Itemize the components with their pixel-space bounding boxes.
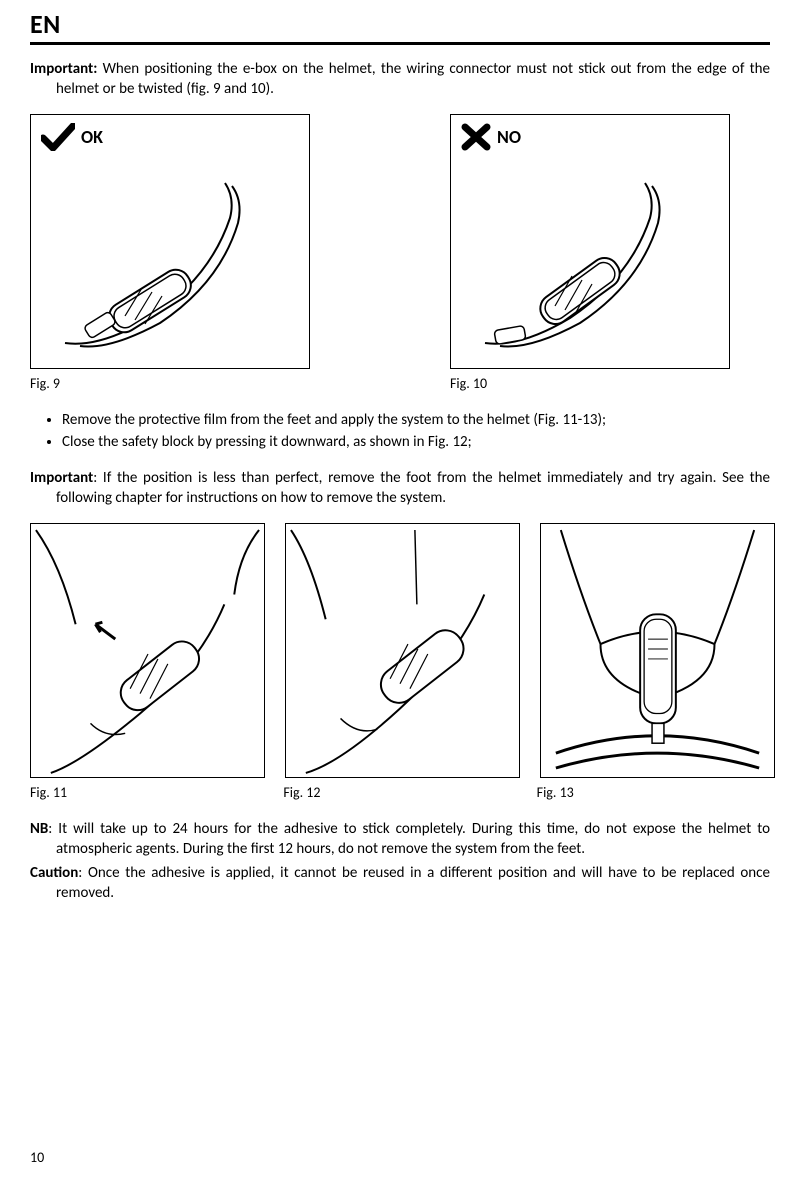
language-header: EN <box>30 8 770 45</box>
figure-row-mid <box>30 523 770 778</box>
ok-badge: OK <box>31 115 113 159</box>
caption-fig-12: Fig. 12 <box>283 784 516 801</box>
page-number: 10 <box>30 1149 44 1166</box>
figure-11-box <box>30 523 265 778</box>
figure-11-sketch <box>31 524 264 779</box>
paragraph-important-1: Important: When positioning the e-box on… <box>30 59 770 100</box>
text-caution: : Once the adhesive is applied, it canno… <box>56 864 770 902</box>
no-label: NO <box>497 126 521 148</box>
bold-important-2: Important <box>30 469 93 487</box>
figure-12-sketch <box>286 524 519 779</box>
no-badge: NO <box>451 115 531 159</box>
paragraph-nb: NB: It will take up to 24 hours for the … <box>30 819 770 860</box>
figure-caption-row-top: Fig. 9 Fig. 10 <box>30 375 770 392</box>
figure-10-box: NO <box>450 114 730 369</box>
paragraph-important-2: Important: If the position is less than … <box>30 468 770 509</box>
cross-icon <box>461 123 491 151</box>
bullet-1: Remove the protective film from the feet… <box>62 410 770 430</box>
caption-fig-13: Fig. 13 <box>537 784 770 801</box>
figure-13-sketch <box>541 524 774 779</box>
bold-nb: NB <box>30 820 48 838</box>
figure-9-box: OK <box>30 114 310 369</box>
bullet-2: Close the safety block by pressing it do… <box>62 432 770 452</box>
paragraph-caution: Caution: Once the adhesive is applied, i… <box>30 863 770 904</box>
bold-important-1: Important: <box>30 60 97 78</box>
text-important-1: When positioning the e-box on the helmet… <box>56 60 770 98</box>
caption-fig-9: Fig. 9 <box>30 375 310 392</box>
caption-fig-10: Fig. 10 <box>450 375 730 392</box>
figure-12-box <box>285 523 520 778</box>
check-icon <box>41 123 75 151</box>
figure-10-sketch <box>451 159 729 368</box>
bullet-list: Remove the protective film from the feet… <box>30 410 770 453</box>
figure-9-sketch <box>31 159 309 368</box>
figure-caption-row-mid: Fig. 11 Fig. 12 Fig. 13 <box>30 784 770 801</box>
text-important-2: : If the position is less than perfect, … <box>56 469 770 507</box>
figure-13-box <box>540 523 775 778</box>
figure-row-top: OK NO <box>30 114 770 369</box>
ok-label: OK <box>81 126 103 148</box>
bold-caution: Caution <box>30 864 78 882</box>
caption-fig-11: Fig. 11 <box>30 784 263 801</box>
text-nb: : It will take up to 24 hours for the ad… <box>48 820 770 858</box>
